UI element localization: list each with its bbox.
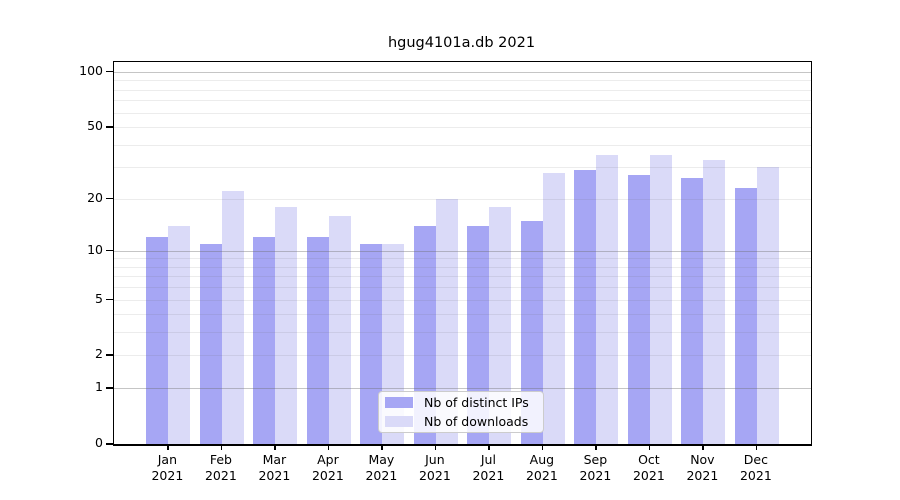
minor-gridline [114, 198, 811, 200]
x-tick-label: Mar 2021 [258, 452, 291, 483]
x-tick [595, 445, 597, 450]
x-tick [220, 445, 223, 450]
y-tick-label: 20 [87, 189, 103, 205]
minor-gridline [114, 144, 811, 146]
bar-downloads-apr [328, 215, 351, 444]
minor-gridline [114, 167, 811, 169]
bar-distinct-ips-dec [734, 187, 757, 444]
y-tick-label: 2 [95, 346, 103, 362]
bar-distinct-ips-apr [306, 237, 329, 444]
bar-distinct-ips-sep [574, 169, 597, 444]
bar-downloads-jun [435, 198, 458, 444]
bar-distinct-ips-aug [520, 220, 543, 444]
x-tick-label: Jan 2021 [151, 452, 184, 483]
x-tick-label: Apr 2021 [311, 452, 344, 483]
x-tick-label: Sep 2021 [579, 452, 612, 483]
legend-label-distinct-ips: Nb of distinct IPs [424, 395, 529, 410]
legend-row-distinct-ips: Nb of distinct IPs [385, 395, 537, 410]
x-tick [381, 445, 383, 450]
bar-downloads-oct [649, 155, 672, 444]
x-tick [274, 445, 276, 450]
bar-downloads-mar [275, 206, 298, 444]
x-tick-label: May 2021 [365, 452, 398, 483]
x-tick-label: Dec 2021 [739, 452, 772, 483]
plot-area [113, 61, 812, 446]
major-gridline [114, 250, 811, 252]
bar-downloads-sep [596, 155, 619, 444]
minor-gridline [114, 266, 811, 268]
bar-downloads-nov [703, 159, 726, 444]
y-tick-label: 5 [95, 290, 103, 306]
minor-gridline [114, 258, 811, 260]
x-tick [702, 445, 704, 450]
y-tick [106, 354, 113, 356]
chart-title: hgug4101a.db 2021 [387, 35, 536, 51]
legend-swatch-distinct-ips [385, 397, 413, 408]
minor-gridline [114, 332, 811, 334]
bar-distinct-ips-may [360, 243, 383, 444]
y-tick [106, 387, 113, 389]
y-tick [106, 197, 113, 200]
bar-distinct-ips-jan [146, 237, 169, 444]
x-tick [434, 445, 437, 450]
minor-gridline [114, 89, 811, 91]
x-tick [648, 445, 651, 450]
minor-gridline [114, 127, 811, 129]
legend-swatch-downloads [385, 416, 413, 427]
bar-downloads-dec [756, 167, 779, 444]
x-tick-label: Jun 2021 [418, 452, 451, 483]
y-tick-label: 0 [95, 435, 103, 450]
minor-gridline [114, 80, 811, 82]
bar-downloads-jul [489, 206, 512, 444]
y-tick [106, 443, 113, 445]
x-tick [327, 445, 330, 450]
y-tick-label: 10 [87, 241, 103, 257]
y-tick [106, 249, 113, 252]
x-tick-label: Feb 2021 [204, 452, 237, 483]
minor-gridline [114, 314, 811, 316]
x-tick-label: Oct 2021 [632, 452, 665, 483]
minor-gridline [114, 276, 811, 278]
bar-distinct-ips-nov [681, 178, 704, 444]
x-tick-label: Jul 2021 [472, 452, 505, 483]
x-tick [755, 445, 758, 450]
bar-distinct-ips-feb [199, 243, 222, 444]
minor-gridline [114, 355, 811, 357]
x-tick [488, 445, 490, 450]
bar-downloads-jan [168, 225, 191, 444]
y-tick [106, 70, 113, 73]
minor-gridline [114, 287, 811, 289]
y-tick-label: 1 [95, 379, 103, 395]
major-gridline [114, 388, 811, 390]
y-tick-label: 50 [87, 118, 103, 134]
legend-label-downloads: Nb of downloads [424, 414, 529, 429]
y-tick-label: 100 [79, 62, 103, 78]
major-gridline [114, 71, 811, 73]
x-tick [541, 445, 544, 450]
x-tick [167, 445, 169, 450]
bar-distinct-ips-mar [253, 237, 276, 444]
legend-row-downloads: Nb of downloads [385, 414, 537, 429]
y-tick [106, 298, 113, 301]
minor-gridline [114, 299, 811, 301]
minor-gridline [114, 112, 811, 114]
bar-distinct-ips-jul [467, 225, 490, 444]
bar-downloads-feb [221, 191, 244, 444]
bar-distinct-ips-jun [413, 225, 436, 444]
x-tick-label: Aug 2021 [525, 452, 558, 483]
bar-downloads-aug [542, 172, 565, 444]
bar-distinct-ips-oct [627, 175, 650, 444]
minor-gridline [114, 100, 811, 102]
x-tick-label: Nov 2021 [686, 452, 719, 483]
y-tick [106, 126, 113, 128]
legend: Nb of distinct IPs Nb of downloads [378, 391, 544, 433]
